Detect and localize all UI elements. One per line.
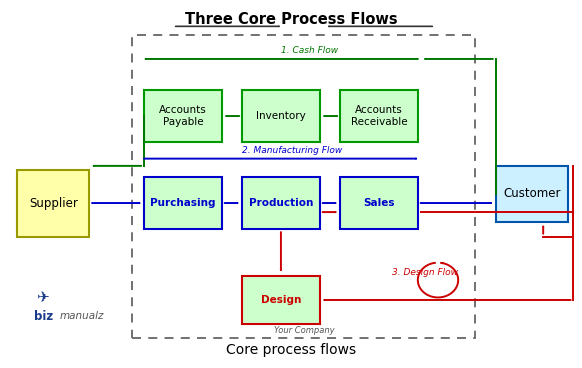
FancyBboxPatch shape (340, 177, 418, 229)
Text: Supplier: Supplier (29, 197, 77, 209)
FancyBboxPatch shape (496, 166, 567, 222)
Text: Customer: Customer (503, 187, 560, 201)
FancyBboxPatch shape (242, 276, 320, 323)
FancyBboxPatch shape (242, 90, 320, 142)
Text: 2. Manufacturing Flow: 2. Manufacturing Flow (242, 146, 343, 155)
Text: Inventory: Inventory (256, 111, 306, 121)
Text: Sales: Sales (363, 198, 395, 208)
FancyBboxPatch shape (144, 177, 222, 229)
Text: 1. Cash Flow: 1. Cash Flow (281, 46, 338, 54)
Text: 3. Design Flow: 3. Design Flow (392, 268, 458, 277)
Text: Accounts
Receivable: Accounts Receivable (350, 105, 407, 127)
Text: Design: Design (261, 295, 301, 305)
FancyBboxPatch shape (144, 90, 222, 142)
Text: ✈: ✈ (36, 291, 48, 306)
Text: Core process flows: Core process flows (226, 343, 356, 357)
Text: Accounts
Payable: Accounts Payable (159, 105, 207, 127)
Text: Three Core Process Flows: Three Core Process Flows (184, 12, 398, 27)
FancyBboxPatch shape (17, 170, 89, 237)
Text: biz: biz (34, 310, 54, 323)
Text: Your Company: Your Company (274, 326, 334, 335)
FancyBboxPatch shape (242, 177, 320, 229)
Text: manualz: manualz (59, 311, 104, 321)
Text: Purchasing: Purchasing (150, 198, 216, 208)
Text: Production: Production (249, 198, 313, 208)
FancyBboxPatch shape (340, 90, 418, 142)
